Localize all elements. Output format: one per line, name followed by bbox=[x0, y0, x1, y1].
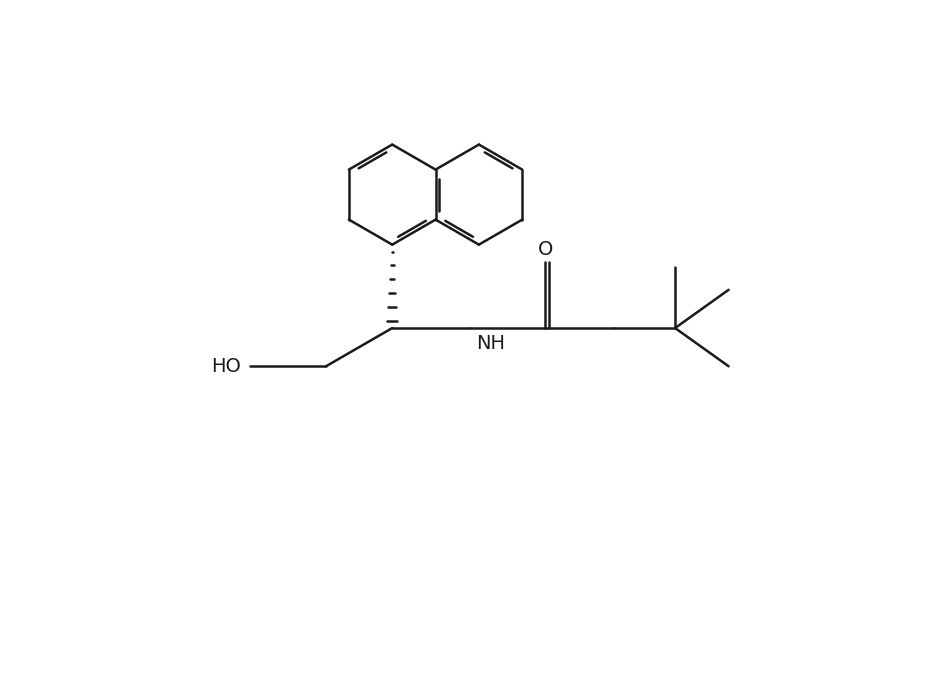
Text: NH: NH bbox=[475, 334, 505, 352]
Text: O: O bbox=[538, 240, 552, 259]
Text: HO: HO bbox=[211, 357, 241, 376]
